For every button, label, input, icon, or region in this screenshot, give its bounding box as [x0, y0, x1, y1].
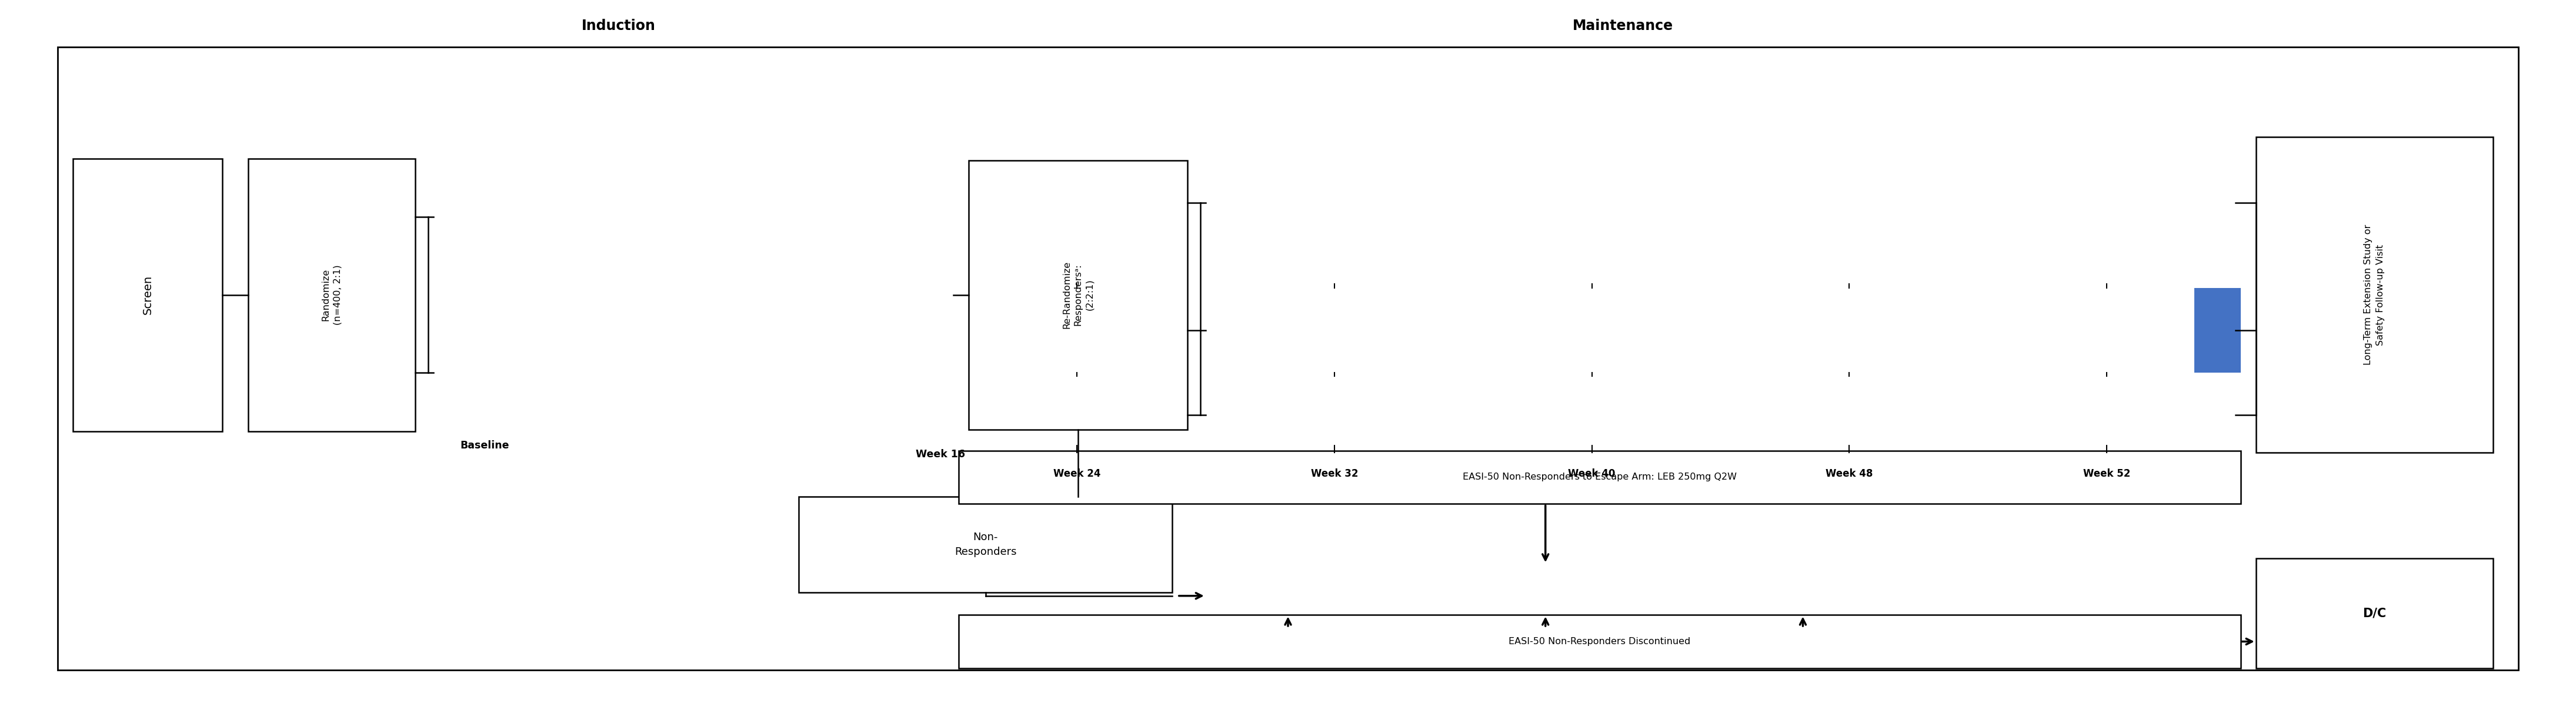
Text: Long-Term Extension Study or
Safety Follow-up Visit: Long-Term Extension Study or Safety Foll…	[2365, 224, 2385, 365]
Bar	[247, 158, 415, 431]
Text: Screen: Screen	[142, 275, 152, 315]
Polygon shape	[1206, 288, 2236, 373]
Text: Loading dose + 250 mg Q2W: Loading dose + 250 mg Q2W	[471, 240, 616, 251]
Text: D/C: D/C	[2362, 607, 2385, 619]
Text: Week 32: Week 32	[1311, 469, 1358, 479]
Bar	[799, 497, 1172, 592]
Text: Maintenance: Maintenance	[1571, 18, 1672, 33]
Text: 250 mg Q2W: 250 mg Q2W	[1236, 222, 1301, 233]
Text: Randomize
(n=400, 2:1): Randomize (n=400, 2:1)	[322, 265, 343, 325]
Polygon shape	[842, 155, 953, 295]
Text: Week 16: Week 16	[914, 449, 966, 459]
Text: Placebo: Placebo	[471, 349, 520, 361]
Polygon shape	[433, 325, 889, 420]
Text: Baseline: Baseline	[461, 440, 510, 451]
Polygon shape	[842, 295, 953, 420]
Text: Re-Randomize
Respondersᵃ:
(2:2:1): Re-Randomize Respondersᵃ: (2:2:1)	[1061, 261, 1095, 329]
Polygon shape	[1206, 385, 2236, 445]
Text: Week 40: Week 40	[1569, 469, 1615, 479]
Bar	[958, 615, 2241, 668]
Polygon shape	[433, 155, 889, 279]
Text: Escape Arm: LEB 250 mg Q2W: Escape Arm: LEB 250 mg Q2W	[1236, 591, 1417, 601]
Bar	[57, 47, 2519, 670]
Text: Non-
Responders: Non- Responders	[956, 532, 1018, 557]
Text: Q2W: Q2W	[471, 388, 495, 399]
Text: Week 52: Week 52	[2084, 469, 2130, 479]
Bar	[969, 160, 1188, 430]
Polygon shape	[1206, 564, 2254, 628]
Bar	[958, 451, 2241, 504]
Text: Lebrikizumab: Lebrikizumab	[471, 183, 556, 194]
Text: EASI-50 Non-Responders to Escape Arm: LEB 250mg Q2W: EASI-50 Non-Responders to Escape Arm: LE…	[1463, 473, 1736, 481]
Text: Induction: Induction	[582, 18, 657, 33]
Bar	[2257, 558, 2494, 668]
Text: EASI-50 Non-Responders Discontinued: EASI-50 Non-Responders Discontinued	[1510, 637, 1690, 646]
Text: Week 24: Week 24	[1054, 469, 1100, 479]
Text: Week 48: Week 48	[1826, 469, 1873, 479]
Text: Lebrikizumab: Lebrikizumab	[1236, 305, 1321, 316]
Polygon shape	[1206, 144, 2236, 261]
Polygon shape	[2195, 288, 2241, 373]
Bar	[72, 158, 222, 431]
Bar	[2257, 137, 2494, 452]
Text: Placebo: Placebo	[1236, 410, 1283, 420]
Polygon shape	[842, 155, 953, 298]
Text: Lebrikizumab: Lebrikizumab	[1236, 170, 1321, 181]
Text: 250 mg Q4W: 250 mg Q4W	[1236, 346, 1301, 356]
